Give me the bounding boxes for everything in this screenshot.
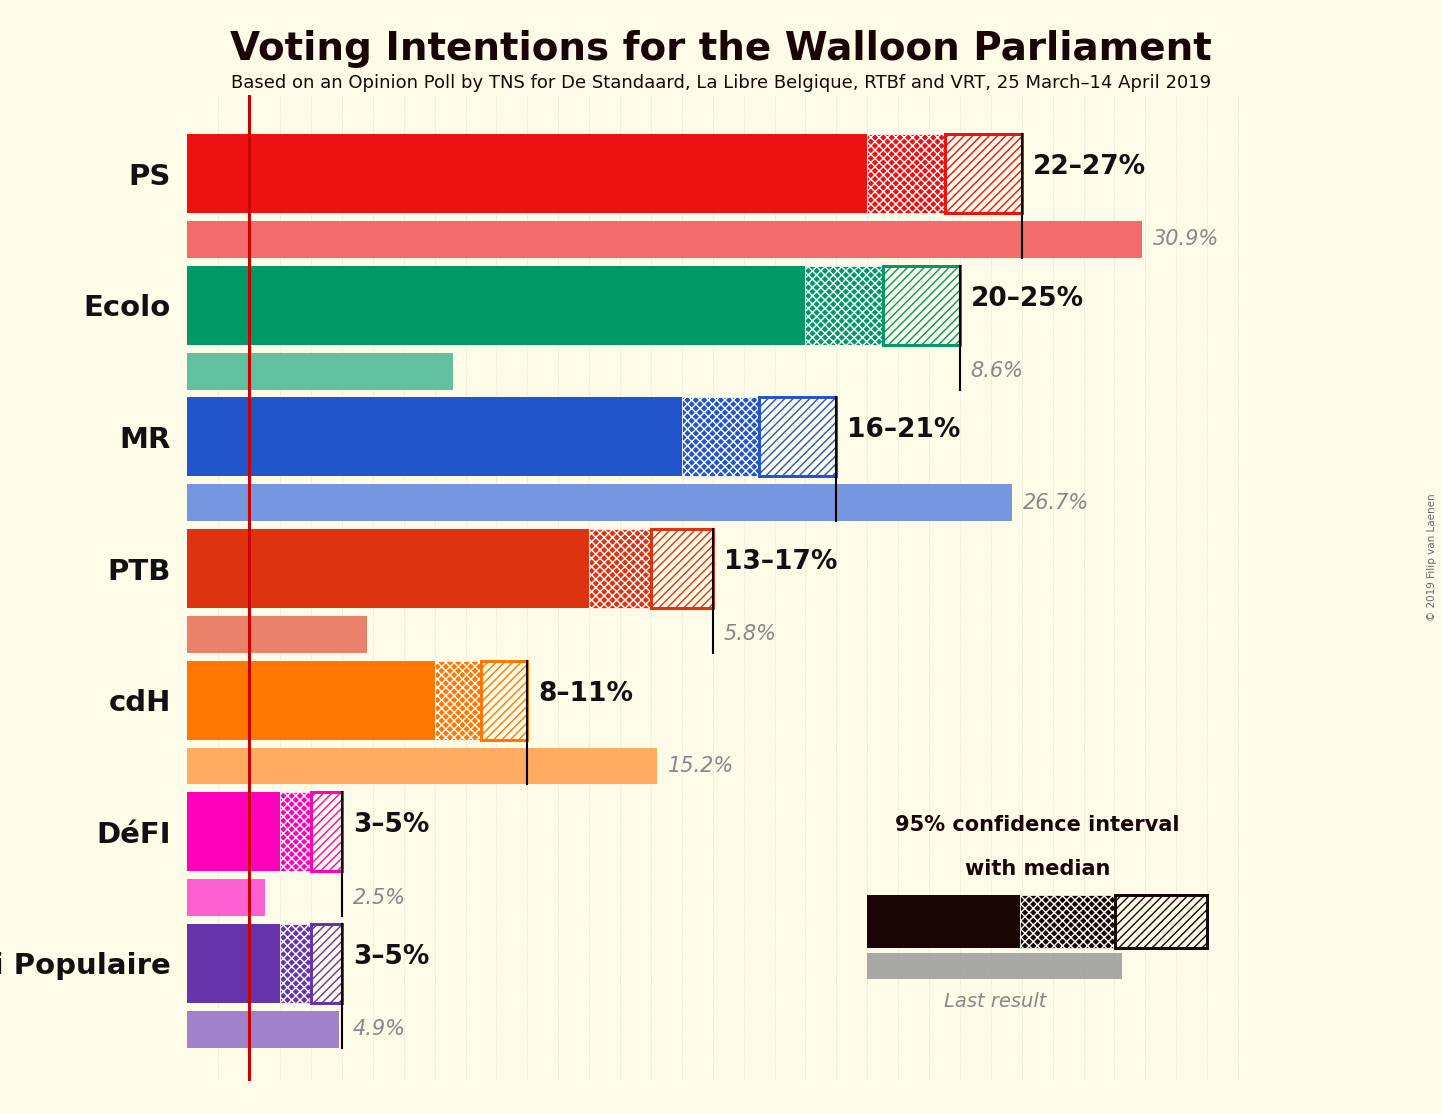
Text: © 2019 Filip van Laenen: © 2019 Filip van Laenen — [1428, 494, 1436, 620]
Bar — [883, 266, 960, 344]
Bar — [1021, 895, 1116, 948]
Bar — [806, 266, 883, 344]
Text: with median: with median — [965, 859, 1110, 879]
Text: 20–25%: 20–25% — [970, 285, 1084, 312]
Bar — [945, 134, 1022, 213]
Bar — [187, 266, 806, 344]
Bar — [883, 266, 960, 344]
Text: Based on an Opinion Poll by TNS for De Standaard, La Libre Belgique, RTBf and VR: Based on an Opinion Poll by TNS for De S… — [231, 74, 1211, 91]
Bar — [1116, 895, 1207, 948]
Bar — [187, 879, 265, 916]
Text: Voting Intentions for the Walloon Parliament: Voting Intentions for the Walloon Parlia… — [231, 30, 1211, 68]
Bar — [758, 398, 836, 477]
Text: 13–17%: 13–17% — [724, 549, 836, 575]
Bar — [187, 1010, 339, 1047]
Text: 4.9%: 4.9% — [353, 1019, 405, 1039]
Bar — [945, 134, 1022, 213]
Bar — [867, 134, 945, 213]
Bar — [650, 529, 712, 608]
Text: 2.5%: 2.5% — [353, 888, 405, 908]
Bar — [187, 661, 434, 740]
Bar — [187, 747, 658, 784]
Text: Last result: Last result — [943, 993, 1045, 1012]
Bar — [590, 529, 650, 608]
Bar — [187, 924, 280, 1003]
Text: 3–5%: 3–5% — [353, 812, 430, 838]
Bar — [187, 353, 453, 390]
Bar — [482, 661, 528, 740]
Bar — [482, 661, 528, 740]
Bar — [434, 661, 482, 740]
Bar — [311, 792, 342, 871]
Bar — [682, 398, 758, 477]
Text: 8–11%: 8–11% — [538, 681, 633, 706]
Text: 8.6%: 8.6% — [970, 361, 1024, 381]
Bar — [187, 792, 280, 871]
Text: 16–21%: 16–21% — [848, 418, 960, 443]
Bar — [758, 398, 836, 477]
Text: 95% confidence interval: 95% confidence interval — [895, 815, 1180, 836]
Bar — [187, 485, 1012, 521]
Bar — [311, 924, 342, 1003]
Bar — [867, 895, 1019, 948]
Bar — [187, 398, 682, 477]
Text: 22–27%: 22–27% — [1032, 154, 1146, 180]
Bar — [311, 792, 342, 871]
Bar — [187, 616, 366, 653]
Bar — [1116, 895, 1207, 948]
Text: 15.2%: 15.2% — [668, 756, 734, 776]
Bar — [280, 924, 311, 1003]
Bar — [650, 529, 712, 608]
Bar — [187, 134, 867, 213]
Bar — [187, 529, 590, 608]
Text: 5.8%: 5.8% — [724, 624, 777, 644]
Bar — [187, 221, 1142, 258]
Bar — [280, 792, 311, 871]
Text: 30.9%: 30.9% — [1154, 229, 1220, 250]
Bar — [311, 924, 342, 1003]
Text: 26.7%: 26.7% — [1024, 492, 1090, 512]
Bar — [867, 952, 1122, 979]
Text: 3–5%: 3–5% — [353, 944, 430, 970]
